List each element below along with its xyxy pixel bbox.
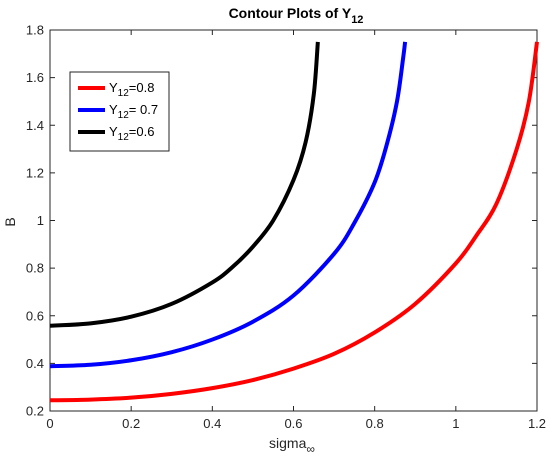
x-axis-title: sigma∞ xyxy=(269,435,315,456)
legend-entry-1: Y12= 0.7 xyxy=(109,102,158,121)
x-tick-label: 0.6 xyxy=(284,416,302,431)
y-tick-label: 1.6 xyxy=(26,70,44,85)
y-tick-label: 0.4 xyxy=(26,356,44,371)
x-tick-label: 1.2 xyxy=(528,416,546,431)
y-tick-label: 0.8 xyxy=(26,261,44,276)
x-tick-label: 0.2 xyxy=(122,416,140,431)
legend: Y12=0.8 Y12= 0.7 Y12=0.6 xyxy=(69,71,170,152)
y-tick-label: 0.2 xyxy=(26,404,44,419)
legend-entry-2: Y12=0.6 xyxy=(109,124,154,143)
chart-title: Contour Plots of Y12 xyxy=(229,5,364,26)
x-tick-label: 1 xyxy=(452,416,459,431)
series-line-1 xyxy=(49,41,408,369)
x-tick-label: 0.8 xyxy=(366,416,384,431)
x-tick-label: 0.4 xyxy=(203,416,221,431)
y-axis-title: B xyxy=(2,217,18,226)
y-tick-label: 1 xyxy=(37,213,44,228)
y-tick-label: 1.2 xyxy=(26,165,44,180)
y-tick-label: 1.4 xyxy=(26,118,44,133)
legend-entry-0: Y12=0.8 xyxy=(109,80,154,99)
y-tick-label: 0.6 xyxy=(26,308,44,323)
series-line-2 xyxy=(49,41,320,328)
x-tick-label: 0 xyxy=(46,416,53,431)
series-line-0 xyxy=(49,41,539,403)
y-tick-label: 1.8 xyxy=(26,23,44,38)
